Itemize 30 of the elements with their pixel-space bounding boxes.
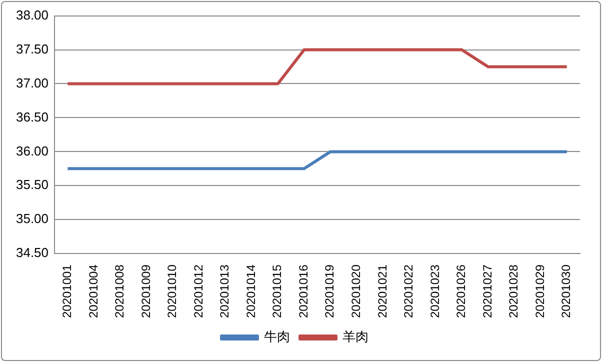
x-tick-label: 20201010 — [165, 264, 180, 318]
x-tick-label: 20201029 — [532, 264, 547, 318]
x-tick-label: 20201019 — [322, 264, 337, 318]
x-tick-label: 20201028 — [506, 264, 521, 318]
y-tick-label: 36.50 — [16, 109, 49, 124]
x-tick-label: 20201016 — [296, 264, 310, 318]
y-tick-label: 36.00 — [16, 143, 49, 158]
y-tick-label: 37.00 — [16, 75, 49, 90]
x-tick-label: 20201014 — [244, 264, 258, 318]
x-tick-label: 20201020 — [348, 264, 363, 318]
x-tick-label: 20201015 — [270, 264, 284, 318]
y-tick-label: 37.50 — [16, 41, 49, 56]
y-tick-label: 34.50 — [16, 245, 49, 260]
x-tick-label: 20201012 — [191, 264, 206, 318]
x-tick-label: 20201027 — [480, 264, 494, 318]
x-tick-label: 20201023 — [428, 264, 442, 318]
legend-label: 牛肉 — [264, 330, 290, 345]
x-tick-label: 20201004 — [86, 264, 100, 318]
x-tick-label: 20201021 — [375, 264, 390, 318]
y-tick-label: 38.00 — [16, 7, 49, 22]
x-tick-label: 20201009 — [138, 264, 153, 318]
x-tick-label: 20201013 — [218, 264, 232, 318]
x-tick-label: 20201008 — [112, 264, 127, 318]
y-tick-label: 35.50 — [16, 177, 49, 192]
y-tick-label: 35.00 — [16, 211, 49, 226]
x-tick-label: 20201030 — [559, 264, 574, 318]
x-tick-label: 20201001 — [60, 264, 74, 318]
x-tick-label: 20201022 — [402, 264, 416, 318]
x-tick-label: 20201026 — [454, 264, 468, 318]
legend-label: 羊肉 — [342, 330, 368, 345]
